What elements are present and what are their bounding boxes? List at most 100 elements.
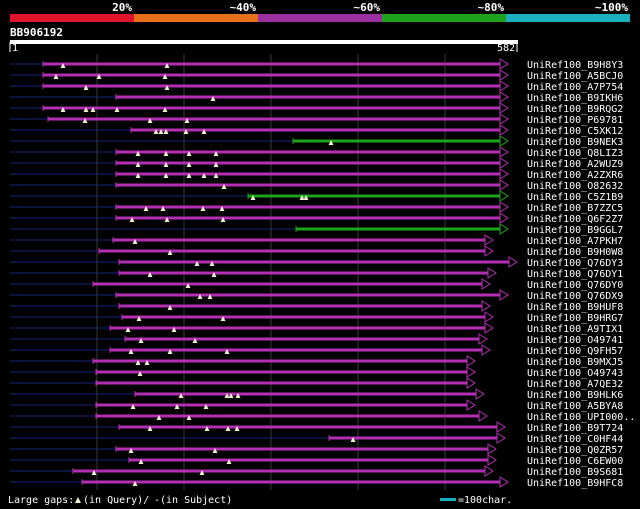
hit-alignment-bar [116,205,500,209]
hit-name[interactable]: UniRef100_C6EW00 [527,456,623,467]
hit-name[interactable]: UniRef100_C5Z1B9 [527,192,623,203]
hit-row[interactable]: UniRef100_Q8LIZ3 [10,146,623,159]
query-gap-triangle-icon [143,206,149,211]
hit-row[interactable]: UniRef100_P69781 [10,113,623,126]
query-gap-triangle-icon [136,316,142,321]
hit-name[interactable]: UniRef100_UPI000.. [527,412,635,423]
hit-name[interactable]: UniRef100_B9HLK6 [527,390,623,401]
hit-row[interactable]: UniRef100_O82632 [10,179,623,192]
hit-row[interactable]: UniRef100_C5XK12 [10,124,623,137]
hit-row[interactable]: UniRef100_Q9FH57 [10,344,623,357]
hit-row[interactable]: UniRef100_B9HUF8 [10,300,623,313]
hit-row[interactable]: UniRef100_Q76DX9 [10,289,623,302]
hit-row[interactable]: UniRef100_A9TIX1 [10,322,623,335]
scale-bar [440,498,456,501]
query-gap-triangle-icon [147,426,153,431]
query-gap-triangle-icon [83,107,89,112]
hit-name[interactable]: UniRef100_A7QE32 [527,379,623,390]
hit-name[interactable]: UniRef100_C5XK12 [527,126,623,137]
hit-name[interactable]: UniRef100_O49743 [527,368,623,379]
query-gap-triangle-icon [209,261,215,266]
hit-row[interactable]: UniRef100_C5Z1B9 [10,190,623,203]
hit-alignment-bar [293,139,500,143]
hit-name[interactable]: UniRef100_Q9FH57 [527,346,623,357]
hit-row[interactable]: UniRef100_B9HLK6 [10,388,623,401]
hit-name[interactable]: UniRef100_B9HUF8 [527,302,623,313]
hit-name[interactable]: UniRef100_A7P754 [527,82,623,93]
hit-name[interactable]: UniRef100_Q76DX9 [527,291,623,302]
hit-row[interactable]: UniRef100_B9H8Y3 [10,58,623,71]
hit-name[interactable]: UniRef100_C0HF44 [527,434,623,445]
hit-row[interactable]: UniRef100_B9RQG2 [10,102,623,115]
hit-row[interactable]: UniRef100_O49741 [10,333,623,346]
hit-name[interactable]: UniRef100_B9H8Y3 [527,60,623,71]
hit-name[interactable]: UniRef100_Q6F2Z7 [527,214,623,225]
hit-row[interactable]: UniRef100_Q6F2Z7 [10,212,623,225]
query-gap-triangle-icon [129,217,135,222]
hit-row[interactable]: UniRef100_C0HF44 [10,432,623,445]
hit-name[interactable]: UniRef100_O82632 [527,181,623,192]
hit-name[interactable]: UniRef100_B9HFC8 [527,478,623,489]
hit-name[interactable]: UniRef100_B9MXJ5 [527,357,623,368]
hit-name[interactable]: UniRef100_B9S681 [527,467,623,478]
hit-arrowhead-icon [484,465,494,477]
hit-name[interactable]: UniRef100_Q8LIZ3 [527,148,623,159]
hit-alignment-bar [96,381,467,385]
hit-name[interactable]: UniRef100_A5BCJ0 [527,71,623,82]
hit-name[interactable]: UniRef100_Q0ZR57 [527,445,623,456]
hit-row[interactable]: UniRef100_UPI000.. [10,410,635,423]
hit-row[interactable]: UniRef100_A5BCJ0 [10,69,623,82]
hit-row[interactable]: UniRef100_B9T724 [10,421,623,434]
hit-name[interactable]: UniRef100_B9GGL7 [527,225,623,236]
query-gap-triangle-icon [137,371,143,376]
hit-name[interactable]: UniRef100_Q76DY0 [527,280,623,291]
query-gap-triangle-icon [147,118,153,123]
hit-row[interactable]: UniRef100_A5BYA8 [10,399,623,412]
hit-row[interactable]: UniRef100_B7ZZC5 [10,201,623,214]
hit-name[interactable]: UniRef100_P69781 [527,115,623,126]
hit-name[interactable]: UniRef100_B7ZZC5 [527,203,623,214]
hit-row[interactable]: UniRef100_Q76DY1 [10,267,623,280]
hit-row[interactable]: UniRef100_B9H0W8 [10,245,623,258]
hit-row[interactable]: UniRef100_A7PKH7 [10,234,623,247]
hit-name[interactable]: UniRef100_A5BYA8 [527,401,623,412]
query-gap-triangle-icon [90,107,96,112]
hit-row[interactable]: UniRef100_Q76DY0 [10,278,623,291]
hit-row[interactable]: UniRef100_C6EW00 [10,454,623,467]
query-gap-triangle-icon [184,118,190,123]
hit-row[interactable]: UniRef100_Q0ZR57 [10,443,623,456]
hit-name[interactable]: UniRef100_B9RQG2 [527,104,623,115]
hit-name[interactable]: UniRef100_A9TIX1 [527,324,623,335]
hit-row[interactable]: UniRef100_B9HFC8 [10,476,623,489]
hit-name[interactable]: UniRef100_B9T724 [527,423,623,434]
identity-legend-segment [382,14,506,22]
hit-arrowhead-icon [499,289,509,301]
hit-row[interactable]: UniRef100_A7P754 [10,80,623,93]
query-gap-triangle-icon [201,173,207,178]
hit-name[interactable]: UniRef100_Q76DY3 [527,258,623,269]
hit-alignment-bar [119,425,497,429]
hit-name[interactable]: UniRef100_Q76DY1 [527,269,623,280]
hit-row[interactable]: UniRef100_B9S681 [10,465,623,478]
hit-name[interactable]: UniRef100_A2ZXR6 [527,170,623,181]
hit-row[interactable]: UniRef100_B9MXJ5 [10,355,623,368]
hit-row[interactable]: UniRef100_B9HRG7 [10,311,623,324]
hit-name[interactable]: UniRef100_B9HRG7 [527,313,623,324]
hit-name[interactable]: UniRef100_A2WUZ9 [527,159,623,170]
hit-name[interactable]: UniRef100_B9NEK3 [527,137,623,148]
hit-row[interactable]: UniRef100_B9GGL7 [10,223,623,236]
hit-row[interactable]: UniRef100_A7QE32 [10,377,623,390]
hit-row[interactable]: UniRef100_B9NEK3 [10,135,623,148]
hit-name[interactable]: UniRef100_B9H0W8 [527,247,623,258]
hit-row[interactable]: UniRef100_A2WUZ9 [10,157,623,170]
hit-name[interactable]: UniRef100_B9IKH6 [527,93,623,104]
hit-name[interactable]: UniRef100_A7PKH7 [527,236,623,247]
hit-alignment-bar [43,84,500,88]
identity-legend-label: ~40% [230,1,257,14]
hit-row[interactable]: UniRef100_Q76DY3 [10,256,623,269]
query-gap-triangle-icon [207,294,213,299]
hit-name[interactable]: UniRef100_O49741 [527,335,623,346]
hit-row[interactable]: UniRef100_B9IKH6 [10,91,623,104]
hit-row[interactable]: UniRef100_O49743 [10,366,623,379]
hit-row[interactable]: UniRef100_A2ZXR6 [10,168,623,181]
